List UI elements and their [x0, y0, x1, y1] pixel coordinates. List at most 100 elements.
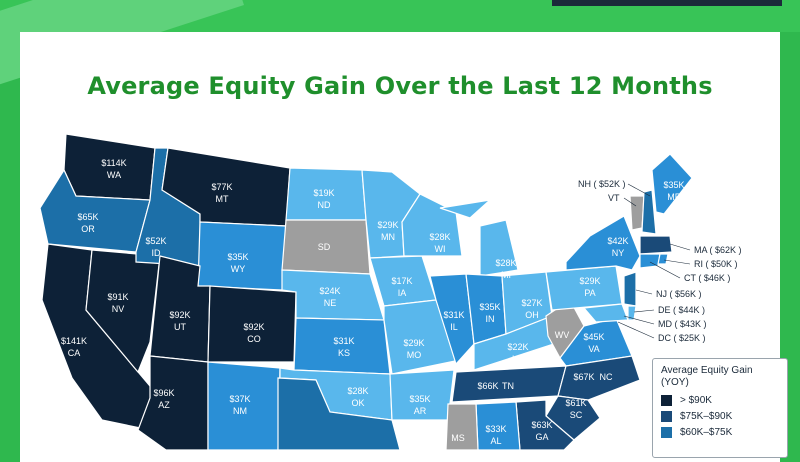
state-ms	[445, 403, 479, 450]
legend: Average Equity Gain (YOY) > $90K $75K–$9…	[652, 358, 788, 458]
label-wy-value: $35K	[227, 252, 248, 262]
label-ky-value: $22K	[507, 342, 528, 352]
label-mn-value: $29K	[377, 220, 398, 230]
legend-item: > $90K	[661, 395, 779, 406]
state-nh	[641, 189, 657, 235]
label-or-value: $65K	[77, 212, 98, 222]
legend-label: $75K–$90K	[680, 411, 733, 422]
label-id-value: $52K	[145, 236, 166, 246]
leader-dc	[617, 321, 655, 339]
leader-ri	[663, 259, 691, 265]
label-ok-value: $28K	[347, 386, 368, 396]
label-nv-value: $91K	[107, 292, 128, 302]
label-ks-value: $31K	[333, 336, 354, 346]
label-mo-value: $29K	[403, 338, 424, 348]
label-me-value: $35K	[663, 180, 684, 190]
legend-item: $60K–$75K	[661, 427, 779, 438]
label-ne-value: $24K	[319, 286, 340, 296]
side-label-dc: DC ( $25K )	[658, 333, 706, 343]
state-ri	[657, 253, 669, 265]
legend-label: $60K–$75K	[680, 427, 733, 438]
legend-swatch	[661, 395, 672, 406]
label-ia-value: $17K	[391, 276, 412, 286]
label-sd-abbr: SD	[318, 242, 331, 252]
state-mo	[383, 299, 461, 375]
label-sc-value: $61K	[565, 398, 586, 408]
label-pa-value: $29K	[579, 276, 600, 286]
label-ok-abbr: OK	[351, 398, 364, 408]
label-mt-abbr: MT	[216, 194, 229, 204]
legend-swatch	[661, 427, 672, 438]
side-label-ri: RI ( $50K )	[694, 259, 738, 269]
label-wv-abbr: WV	[555, 330, 570, 340]
label-ut-abbr: UT	[174, 322, 186, 332]
label-wi-value: $28K	[429, 232, 450, 242]
label-ca-abbr: CA	[68, 348, 81, 358]
legend-title: Average Equity Gain (YOY)	[661, 365, 753, 388]
label-tn-abbr: TN	[502, 381, 514, 391]
state-ma	[639, 235, 673, 255]
label-co-value: $92K	[243, 322, 264, 332]
us-state-map: $114K WA $65K OR $141K CA $91K NV $52K I…	[39, 133, 742, 450]
label-mn-abbr: MN	[381, 232, 395, 242]
label-ga-abbr: GA	[535, 432, 548, 442]
label-nc-abbr: NC	[600, 372, 613, 382]
label-mi-abbr: MI	[501, 270, 511, 280]
map-title: Average Equity Gain Over the Last 12 Mon…	[87, 72, 713, 100]
label-oh-abbr: OH	[525, 310, 539, 320]
label-il-abbr: IL	[450, 322, 458, 332]
side-label-vt: VT	[608, 193, 620, 203]
label-mi-value: $28K	[495, 258, 516, 268]
label-il-value: $31K	[443, 310, 464, 320]
label-nd-abbr: ND	[318, 200, 331, 210]
state-va	[559, 317, 633, 367]
label-al-abbr: AL	[490, 436, 501, 446]
label-pa-abbr: PA	[584, 288, 595, 298]
label-ar-value: $35K	[409, 394, 430, 404]
label-nv-abbr: NV	[112, 304, 125, 314]
label-ky-abbr: KY	[512, 354, 524, 364]
label-id-abbr: ID	[152, 248, 162, 258]
label-wa-value: $114K	[101, 158, 126, 168]
side-label-de: DE ( $44K )	[658, 305, 705, 315]
label-al-value: $33K	[485, 424, 506, 434]
label-ga-value: $63K	[531, 420, 552, 430]
leader-de	[633, 309, 655, 313]
state-de	[627, 305, 637, 321]
label-ne-abbr: NE	[324, 298, 337, 308]
state-me	[651, 153, 693, 215]
label-ut-value: $92K	[169, 310, 190, 320]
label-ar-abbr: AR	[414, 406, 427, 416]
state-sc	[545, 395, 601, 441]
label-ca-value: $141K	[61, 336, 87, 346]
label-az-abbr: AZ	[158, 400, 170, 410]
label-in-value: $35K	[479, 302, 500, 312]
legend-item: $75K–$90K	[661, 411, 779, 422]
label-ms-abbr: MS	[451, 433, 465, 443]
label-wy-abbr: WY	[231, 264, 246, 274]
legend-label: > $90K	[680, 395, 712, 406]
leader-ma	[669, 243, 691, 251]
leader-vt	[623, 197, 637, 207]
state-ks	[293, 317, 391, 375]
label-sc-abbr: SC	[570, 410, 583, 420]
state-az	[137, 355, 209, 450]
side-label-ct: CT ( $46K )	[684, 273, 730, 283]
state-mi-up	[439, 199, 492, 219]
label-az-value: $96K	[153, 388, 174, 398]
label-co-abbr: CO	[247, 334, 261, 344]
label-me-abbr: ME	[667, 192, 681, 202]
state-nj	[623, 271, 637, 307]
leader-nj	[635, 289, 653, 295]
leader-ct	[649, 261, 681, 279]
label-mt-value: $77K	[211, 182, 232, 192]
label-mo-abbr: MO	[407, 350, 422, 360]
label-ny-abbr: NY	[612, 248, 625, 258]
label-tn-value: $66K	[477, 381, 498, 391]
label-oh-value: $27K	[521, 298, 542, 308]
label-or-abbr: OR	[81, 224, 95, 234]
state-nc	[557, 355, 641, 401]
side-label-nj: NJ ( $56K )	[656, 289, 702, 299]
label-ny-value: $42K	[607, 236, 628, 246]
label-nc-value: $67K	[573, 372, 594, 382]
